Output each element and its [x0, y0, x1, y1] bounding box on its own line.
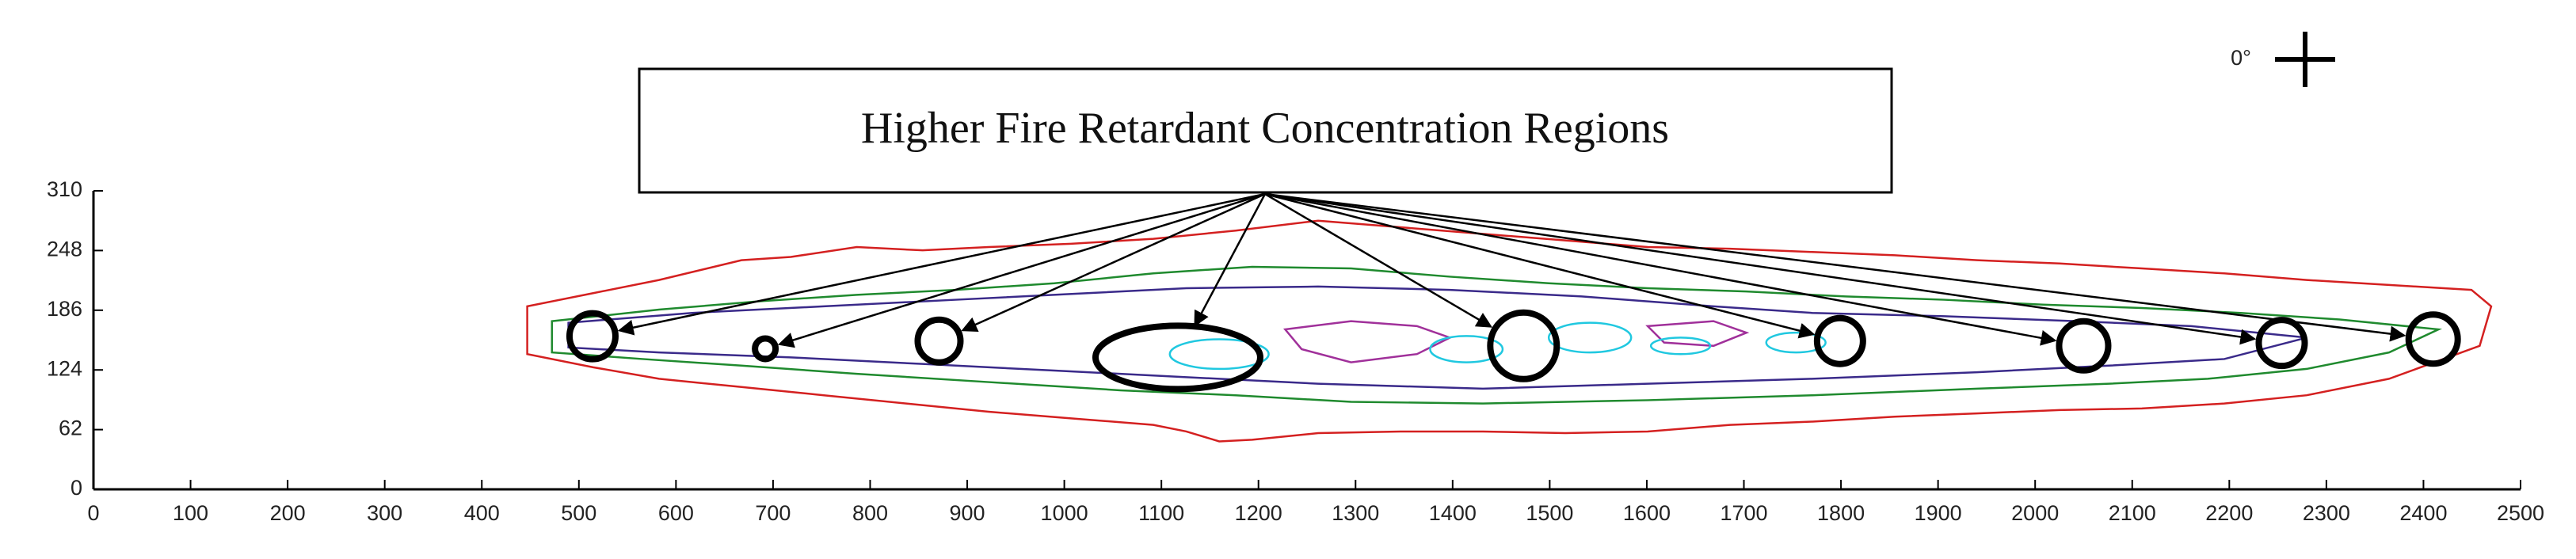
- arrow: [777, 192, 1266, 348]
- x-tick-label: 1600: [1623, 501, 1671, 525]
- y-tick-label: 62: [59, 416, 82, 440]
- x-tick-label: 2400: [2399, 501, 2447, 525]
- x-tick-label: 100: [173, 501, 208, 525]
- x-tick-label: 1000: [1041, 501, 1088, 525]
- contour-magenta: [1282, 320, 1750, 363]
- region-marker: [1487, 309, 1560, 382]
- x-tick-label: 400: [464, 501, 500, 525]
- x-tick-label: 2200: [2205, 501, 2253, 525]
- y-tick-label: 0: [70, 476, 82, 500]
- region-marker: [2056, 318, 2112, 374]
- x-tick-label: 1100: [1138, 501, 1184, 525]
- orientation-label: 0°: [2231, 46, 2251, 70]
- x-tick-label: 1500: [1526, 501, 1573, 525]
- x-tick-label: 600: [658, 501, 694, 525]
- x-tick-label: 2300: [2303, 501, 2350, 525]
- contour-green: [551, 265, 2443, 405]
- x-tick-label: 1300: [1332, 501, 1379, 525]
- region-marker: [2405, 311, 2461, 367]
- x-tick-label: 300: [367, 501, 402, 525]
- y-tick-label: 124: [47, 356, 82, 380]
- x-tick-label: 1700: [1720, 501, 1767, 525]
- arrow: [1264, 192, 2257, 345]
- annotation: Higher Fire Retardant Concentration Regi…: [861, 104, 1669, 153]
- arrow: [617, 192, 1266, 336]
- x-tick-label: 1800: [1817, 501, 1865, 525]
- contour-cyan: [1168, 321, 1827, 371]
- x-tick-label: 1400: [1429, 501, 1477, 525]
- x-tick-label: 2100: [2109, 501, 2156, 525]
- x-tick-label: 2000: [2011, 501, 2059, 525]
- x-tick-label: 2500: [2497, 501, 2544, 525]
- annotation-box: [638, 67, 1893, 194]
- contour-purple: [567, 285, 2307, 390]
- region-marker: [752, 335, 779, 363]
- arrow: [1264, 192, 1816, 339]
- arrow: [1264, 192, 1493, 328]
- y-tick-label: 248: [47, 238, 82, 261]
- region-marker: [1092, 322, 1263, 393]
- region-marker: [566, 310, 619, 363]
- region-marker: [2255, 317, 2308, 370]
- region-marker: [914, 316, 964, 366]
- arrow: [1264, 192, 2406, 342]
- x-tick-label: 1200: [1235, 501, 1282, 525]
- x-tick-label: 800: [852, 501, 888, 525]
- y-tick-label: 310: [47, 177, 82, 201]
- contour-red: [526, 219, 2493, 443]
- arrow: [1264, 192, 2057, 346]
- x-tick-label: 700: [755, 501, 791, 525]
- orientation-cross: [2275, 32, 2335, 87]
- x-tick-label: 200: [270, 501, 306, 525]
- region-marker: [1813, 314, 1866, 367]
- arrow: [961, 192, 1266, 333]
- x-tick-label: 0: [87, 501, 99, 525]
- x-tick-label: 900: [950, 501, 985, 525]
- arrow: [1194, 193, 1267, 328]
- x-tick-label: 1900: [1915, 501, 1962, 525]
- x-tick-label: 500: [561, 501, 596, 525]
- y-tick-label: 186: [47, 297, 82, 321]
